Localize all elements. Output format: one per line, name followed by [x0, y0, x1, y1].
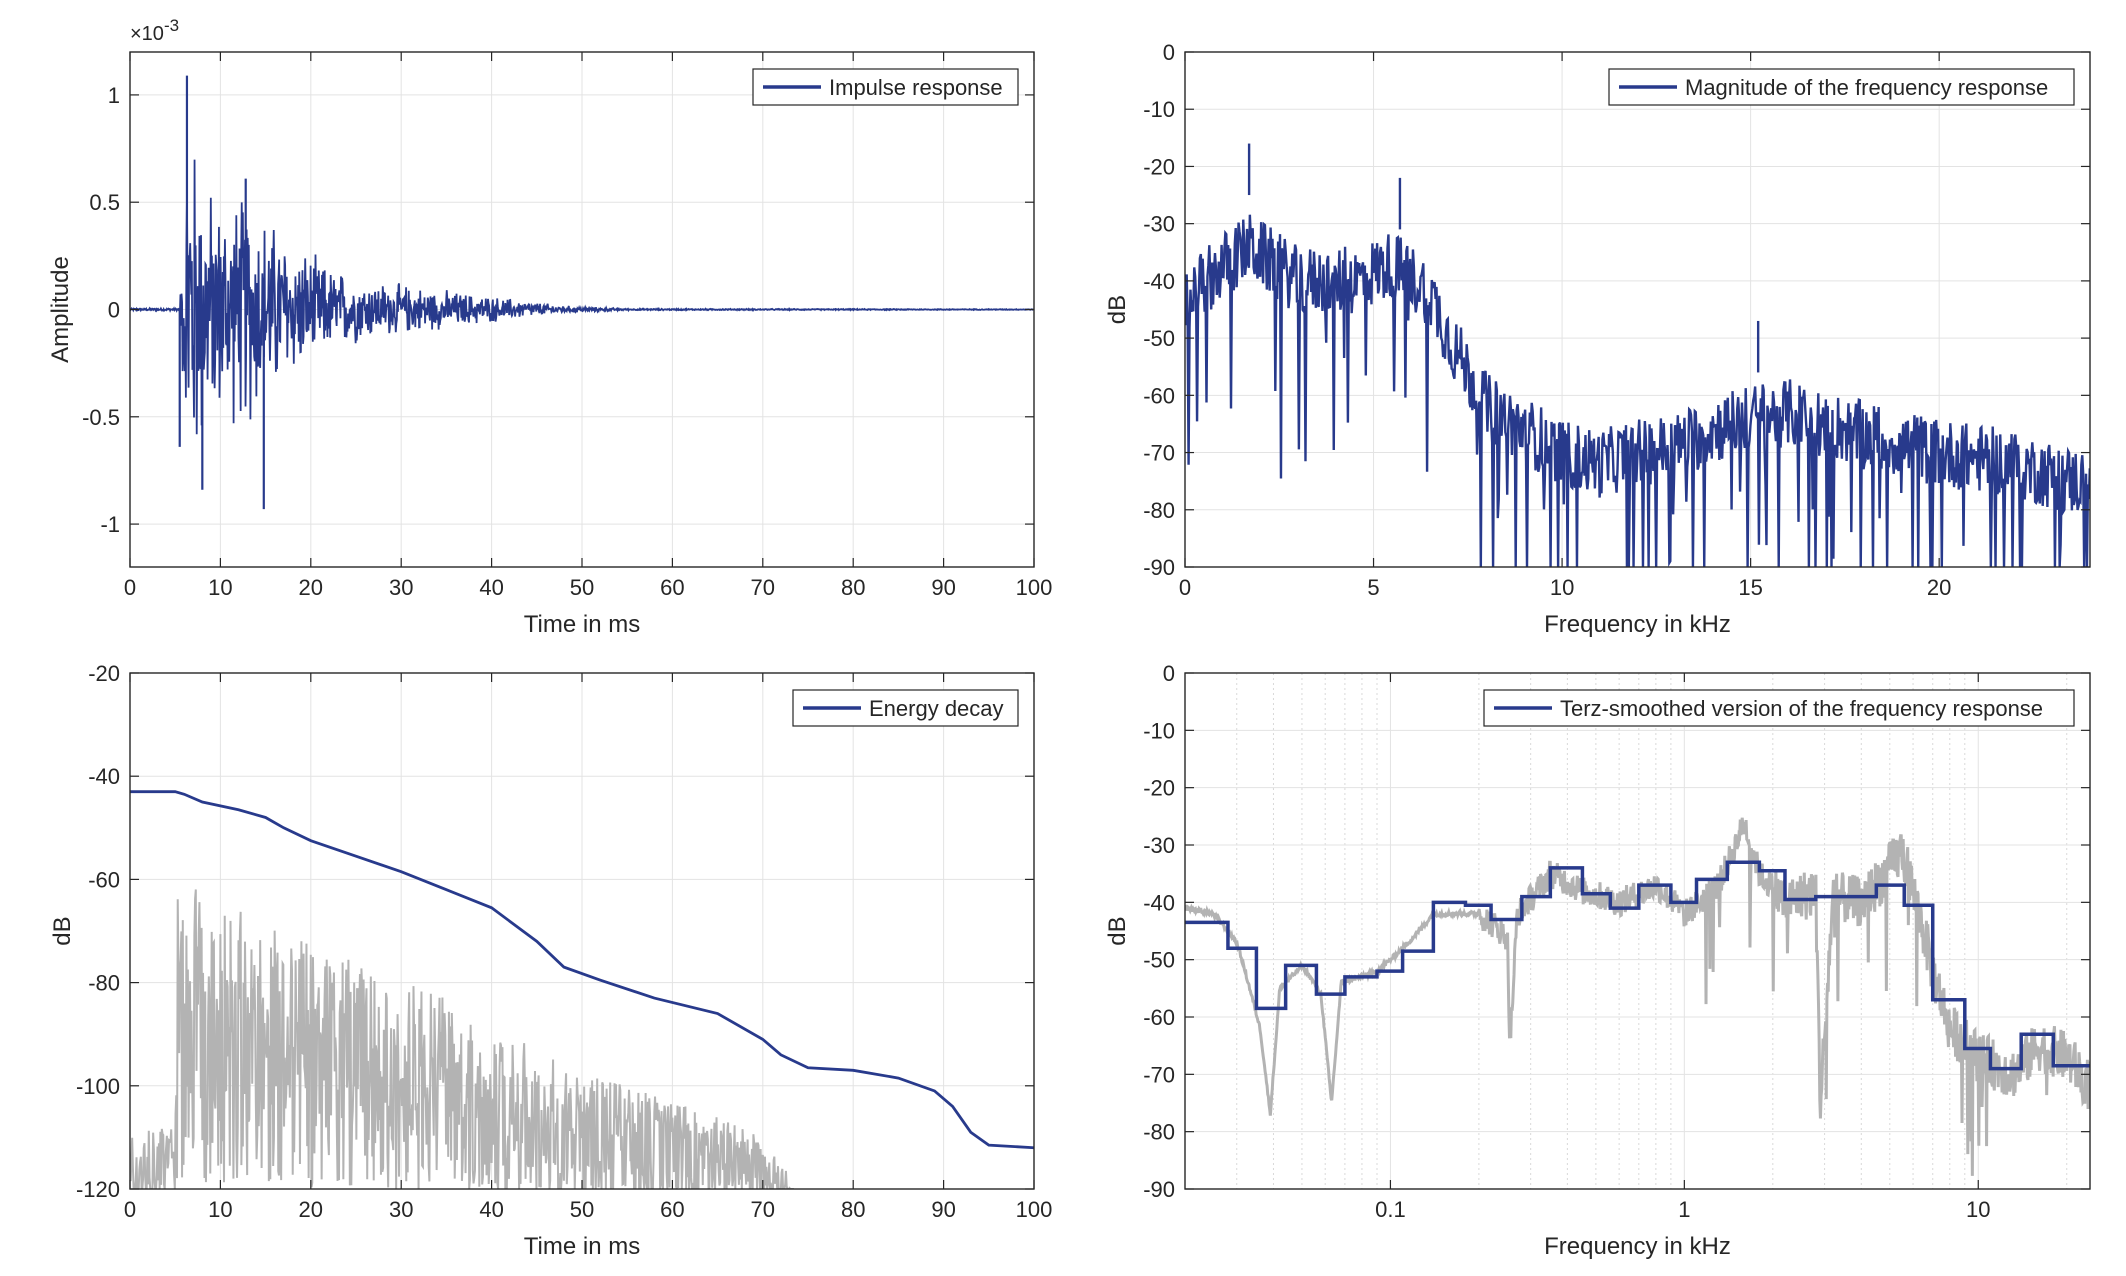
legend-label: Energy decay — [869, 696, 1004, 721]
energy-plot-area — [130, 790, 1034, 1189]
x-axis-label: Frequency in kHz — [1544, 611, 1731, 638]
x-tick-label: 0 — [124, 575, 136, 600]
energy-decay-series — [130, 790, 1034, 1150]
legend-box — [1608, 68, 2075, 106]
y-tick-label: -1 — [100, 512, 120, 537]
x-tick-label: 0 — [1179, 575, 1191, 600]
y-tick-label: -60 — [1143, 383, 1175, 408]
y-tick-label: -30 — [1143, 212, 1175, 237]
exponent-base: ×10 — [130, 23, 164, 45]
x-tick-label: 10 — [208, 575, 232, 600]
x-tick-label: 70 — [751, 575, 775, 600]
y-tick-label: -80 — [88, 971, 120, 996]
x-tick-label: 40 — [479, 1197, 503, 1222]
y-tick-label: -40 — [1143, 890, 1175, 915]
y-tick-label: 0 — [1163, 40, 1175, 65]
energy-chart: 0 10 20 30 40 50 60 70 80 90 100 -20 -40 -60 -80 -100 -1… — [49, 661, 1052, 1260]
y-tick-label: -60 — [1143, 1005, 1175, 1030]
y-tick-label: -30 — [1143, 833, 1175, 858]
y-tick-label: 0 — [1163, 661, 1175, 686]
x-tick-label: 30 — [389, 575, 413, 600]
magnitude-series — [1185, 214, 2090, 567]
magnitude-chart: 0 5 10 15 20 0 -10 -20 -30 -40 -50 -60 -70 -80 -90 Freq… — [1104, 40, 2091, 638]
x-tick-label: 5 — [1367, 575, 1379, 600]
y-tick-label: -80 — [1143, 498, 1175, 523]
y-tick-label: -40 — [88, 764, 120, 789]
y-tick-label: 0.5 — [89, 190, 120, 215]
y-tick-label: -70 — [1143, 441, 1175, 466]
x-tick-label: 20 — [299, 575, 323, 600]
x-axis-label: Frequency in kHz — [1544, 1233, 1731, 1260]
y-axis-label: dB — [49, 916, 76, 945]
x-tick-label: 10 — [208, 1197, 232, 1222]
y-axis-label: dB — [1104, 916, 1131, 945]
x-axis-label: Time in ms — [524, 611, 640, 638]
y-tick-label: -90 — [1143, 1177, 1175, 1202]
legend-label: Impulse response — [829, 75, 1003, 100]
x-tick-label: 0 — [124, 1197, 136, 1222]
terz-axes-box — [1184, 672, 2091, 1190]
x-tick-label: 50 — [570, 1197, 594, 1222]
x-tick-label: 20 — [1927, 575, 1951, 600]
x-tick-label: 100 — [1016, 575, 1053, 600]
y-tick-label: -10 — [1143, 718, 1175, 743]
x-tick-label: 60 — [660, 575, 684, 600]
x-tick-label: 80 — [841, 575, 865, 600]
legend-box — [1483, 689, 2075, 727]
x-tick-label: 100 — [1016, 1197, 1053, 1222]
y-tick-label: -20 — [1143, 776, 1175, 801]
x-tick-label: 40 — [479, 575, 503, 600]
y-tick-label: -70 — [1143, 1062, 1175, 1087]
y-tick-label: -0.5 — [82, 405, 120, 430]
terz-legend: Terz-smoothed version of the frequency r… — [1483, 689, 2075, 727]
x-tick-label: 50 — [570, 575, 594, 600]
magnitude-plot-area — [1185, 143, 2090, 567]
y-tick-label: -100 — [76, 1074, 120, 1099]
terz-chart: 0.1 1 10 0 -10 -20 -30 -40 -50 -60 -70 -80 -90 Freque… — [1104, 661, 2091, 1260]
y-tick-label: -80 — [1143, 1120, 1175, 1145]
legend-label: Terz-smoothed version of the frequency r… — [1560, 696, 2043, 721]
y-axis-label: Amplitude — [47, 256, 74, 363]
legend-label: Magnitude of the frequency response — [1685, 75, 2048, 100]
y-tick-label: -40 — [1143, 269, 1175, 294]
energy-raw-series — [130, 889, 794, 1189]
y-tick-label: -50 — [1143, 948, 1175, 973]
y-tick-label: -90 — [1143, 555, 1175, 580]
energy-legend: Energy decay — [792, 689, 1019, 727]
x-tick-label: 0.1 — [1375, 1197, 1406, 1222]
impulse-legend: Impulse response — [752, 68, 1019, 106]
x-axis-label: Time in ms — [524, 1233, 640, 1260]
x-tick-label: 90 — [931, 1197, 955, 1222]
y-axis-label: dB — [1104, 295, 1131, 324]
x-tick-label: 20 — [299, 1197, 323, 1222]
exponent-power: -3 — [164, 16, 179, 35]
x-tick-label: 80 — [841, 1197, 865, 1222]
terz-raw-series — [1185, 817, 2090, 1176]
x-tick-label: 30 — [389, 1197, 413, 1222]
x-tick-label: 70 — [751, 1197, 775, 1222]
magnitude-legend: Magnitude of the frequency response — [1608, 68, 2075, 106]
impulse-plot-area — [130, 75, 1034, 510]
x-tick-label: 1 — [1678, 1197, 1690, 1222]
terz-plot-area — [1185, 817, 2090, 1176]
y-tick-label: 0 — [108, 298, 120, 323]
x-tick-label: 10 — [1550, 575, 1574, 600]
y-tick-label: -50 — [1143, 326, 1175, 351]
x-tick-label: 60 — [660, 1197, 684, 1222]
terz-smoothed-series — [1185, 860, 2090, 1071]
y-tick-label: -10 — [1143, 97, 1175, 122]
x-tick-label: 90 — [931, 575, 955, 600]
y-tick-label: -60 — [88, 867, 120, 892]
exponent-label: ×10-3 — [130, 16, 179, 45]
y-tick-label: -120 — [76, 1177, 120, 1202]
y-tick-label: 1 — [108, 83, 120, 108]
magnitude-axes-box — [1184, 51, 2091, 568]
impulse-chart: 0 10 20 30 40 50 60 70 80 90 100 -1 -0.5 0 0.5 1 Time in… — [47, 16, 1052, 638]
x-tick-label: 15 — [1738, 575, 1762, 600]
impulse-response-series — [130, 159, 1034, 435]
y-tick-label: -20 — [88, 661, 120, 686]
y-tick-label: -20 — [1143, 154, 1175, 179]
x-tick-label: 10 — [1966, 1197, 1990, 1222]
